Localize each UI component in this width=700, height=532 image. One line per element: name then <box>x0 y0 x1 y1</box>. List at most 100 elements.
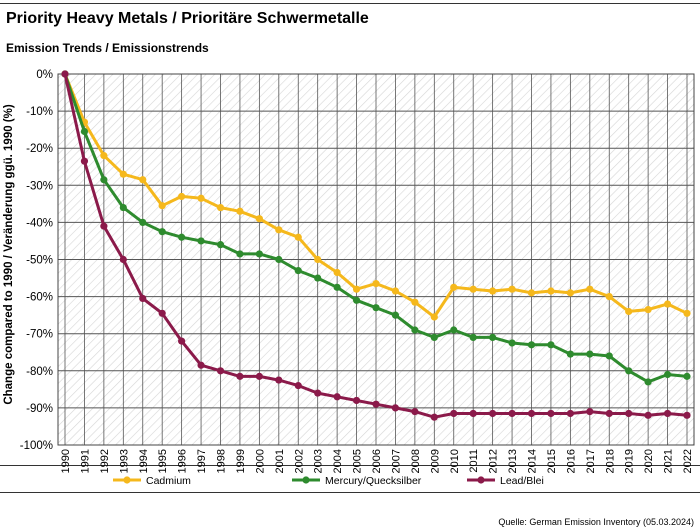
data-point <box>333 268 341 277</box>
data-point <box>314 389 322 397</box>
x-tick-label: 2007 <box>390 449 402 473</box>
data-point <box>508 339 516 347</box>
data-point <box>527 289 536 297</box>
data-point <box>80 127 89 136</box>
data-point <box>275 376 283 384</box>
x-tick-label: 2021 <box>663 449 675 473</box>
data-point <box>255 372 263 380</box>
x-tick-label: 2015 <box>546 449 558 473</box>
data-point <box>119 203 127 212</box>
y-tick-label: -40% <box>26 217 53 229</box>
y-tick-label: -100% <box>20 440 53 452</box>
data-point <box>197 237 205 245</box>
y-tick-label: -90% <box>26 403 53 415</box>
data-point <box>178 233 186 241</box>
legend-bottom-rule <box>0 492 700 493</box>
data-point <box>352 296 361 304</box>
data-point <box>294 233 302 241</box>
data-point <box>333 393 341 401</box>
legend-label: Lead/Blei <box>500 475 544 487</box>
data-point <box>411 408 419 416</box>
data-point <box>216 367 225 375</box>
data-point <box>586 350 594 358</box>
x-tick-label: 2016 <box>565 449 577 473</box>
legend-swatch-marker <box>477 476 485 484</box>
data-point <box>236 250 244 258</box>
data-point <box>100 176 108 184</box>
x-tick-label: 1990 <box>60 449 72 473</box>
data-point <box>139 294 147 303</box>
data-point <box>61 70 69 78</box>
x-tick-label: 2019 <box>624 449 636 473</box>
data-point <box>352 396 361 405</box>
data-point <box>566 289 574 297</box>
data-point <box>197 194 205 202</box>
data-point <box>683 309 691 317</box>
data-point <box>391 404 400 412</box>
data-point <box>391 287 400 295</box>
x-tick-label: 2010 <box>449 449 461 473</box>
y-tick-label: -50% <box>26 255 53 267</box>
data-point <box>625 367 633 375</box>
x-tick-label: 2011 <box>468 449 480 473</box>
data-point <box>178 337 186 345</box>
data-point <box>294 267 302 275</box>
data-point <box>197 361 205 369</box>
data-point <box>547 341 555 349</box>
x-tick-label: 1999 <box>235 449 247 473</box>
x-tick-label: 2022 <box>682 449 694 473</box>
y-tick-label: -70% <box>26 329 53 341</box>
legend-swatch-marker <box>123 476 131 484</box>
x-tick-label: 1995 <box>157 449 169 473</box>
data-point <box>314 274 322 282</box>
chart-title: Priority Heavy Metals / Prioritäre Schwe… <box>6 10 369 27</box>
x-tick-label: 2017 <box>585 449 597 473</box>
legend-top-rule <box>0 465 700 466</box>
data-point <box>139 218 147 226</box>
data-point <box>178 192 186 201</box>
y-tick-label: -60% <box>26 292 53 304</box>
legend-swatch-marker <box>302 476 310 484</box>
data-point <box>644 411 652 419</box>
data-point <box>625 307 633 316</box>
data-point <box>450 283 458 291</box>
data-point <box>663 409 672 418</box>
data-point <box>605 293 613 301</box>
data-point <box>430 333 438 342</box>
data-point <box>255 250 263 258</box>
x-tick-label: 2005 <box>352 449 364 473</box>
data-point <box>547 409 555 418</box>
x-tick-label: 2018 <box>604 449 616 473</box>
data-point <box>547 287 555 295</box>
data-point <box>430 413 438 421</box>
data-point <box>527 341 536 349</box>
data-point <box>508 409 516 418</box>
data-point <box>469 285 477 293</box>
data-point <box>450 326 458 334</box>
data-point <box>566 350 574 358</box>
x-tick-label: 2014 <box>527 449 539 473</box>
x-tick-label: 2006 <box>371 449 383 473</box>
data-point <box>644 378 652 386</box>
x-tick-label: 1993 <box>118 449 130 473</box>
data-point <box>275 226 283 234</box>
data-point <box>158 202 166 210</box>
plot-border <box>57 73 695 446</box>
legend-label: Cadmium <box>146 475 191 487</box>
data-point <box>216 241 225 249</box>
x-tick-label: 2003 <box>313 449 325 473</box>
top-rule <box>0 3 700 4</box>
x-tick-label: 2002 <box>293 449 305 473</box>
y-tick-label: 0% <box>36 69 53 81</box>
data-point <box>158 309 166 317</box>
data-point <box>216 203 225 212</box>
data-point <box>683 411 691 419</box>
data-point <box>508 285 516 293</box>
data-point <box>236 372 244 380</box>
data-point <box>314 255 322 264</box>
data-point <box>255 215 263 223</box>
source-note: Quelle: German Emission Inventory (05.03… <box>498 517 694 527</box>
data-point <box>372 304 380 312</box>
data-point <box>411 298 419 306</box>
